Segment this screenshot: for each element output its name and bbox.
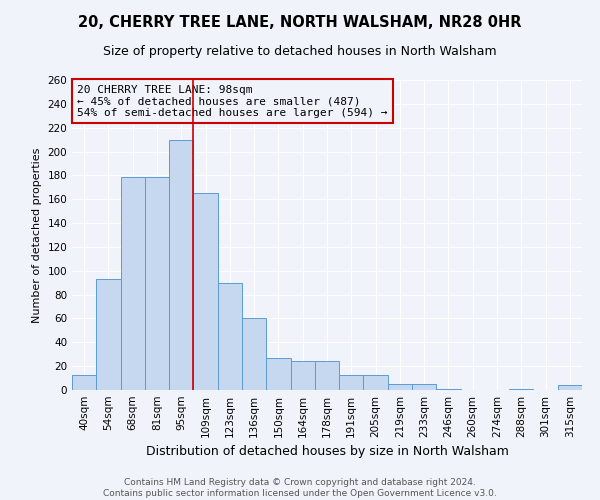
Text: Size of property relative to detached houses in North Walsham: Size of property relative to detached ho… <box>103 45 497 58</box>
Bar <box>436 389 461 390</box>
Bar <box>169 140 193 390</box>
Y-axis label: Number of detached properties: Number of detached properties <box>32 148 42 322</box>
Text: Contains HM Land Registry data © Crown copyright and database right 2024.
Contai: Contains HM Land Registry data © Crown c… <box>103 478 497 498</box>
Bar <box>388 384 412 390</box>
Bar <box>290 362 315 390</box>
Bar <box>266 358 290 390</box>
Bar <box>72 374 96 390</box>
Bar <box>193 194 218 390</box>
Bar <box>558 385 582 390</box>
X-axis label: Distribution of detached houses by size in North Walsham: Distribution of detached houses by size … <box>146 446 508 458</box>
Bar <box>145 176 169 390</box>
Bar <box>339 374 364 390</box>
Text: 20 CHERRY TREE LANE: 98sqm
← 45% of detached houses are smaller (487)
54% of sem: 20 CHERRY TREE LANE: 98sqm ← 45% of deta… <box>77 84 388 118</box>
Bar <box>96 279 121 390</box>
Bar <box>509 389 533 390</box>
Bar <box>412 384 436 390</box>
Bar <box>218 282 242 390</box>
Bar <box>242 318 266 390</box>
Bar <box>364 374 388 390</box>
Text: 20, CHERRY TREE LANE, NORTH WALSHAM, NR28 0HR: 20, CHERRY TREE LANE, NORTH WALSHAM, NR2… <box>78 15 522 30</box>
Bar <box>315 362 339 390</box>
Bar <box>121 176 145 390</box>
